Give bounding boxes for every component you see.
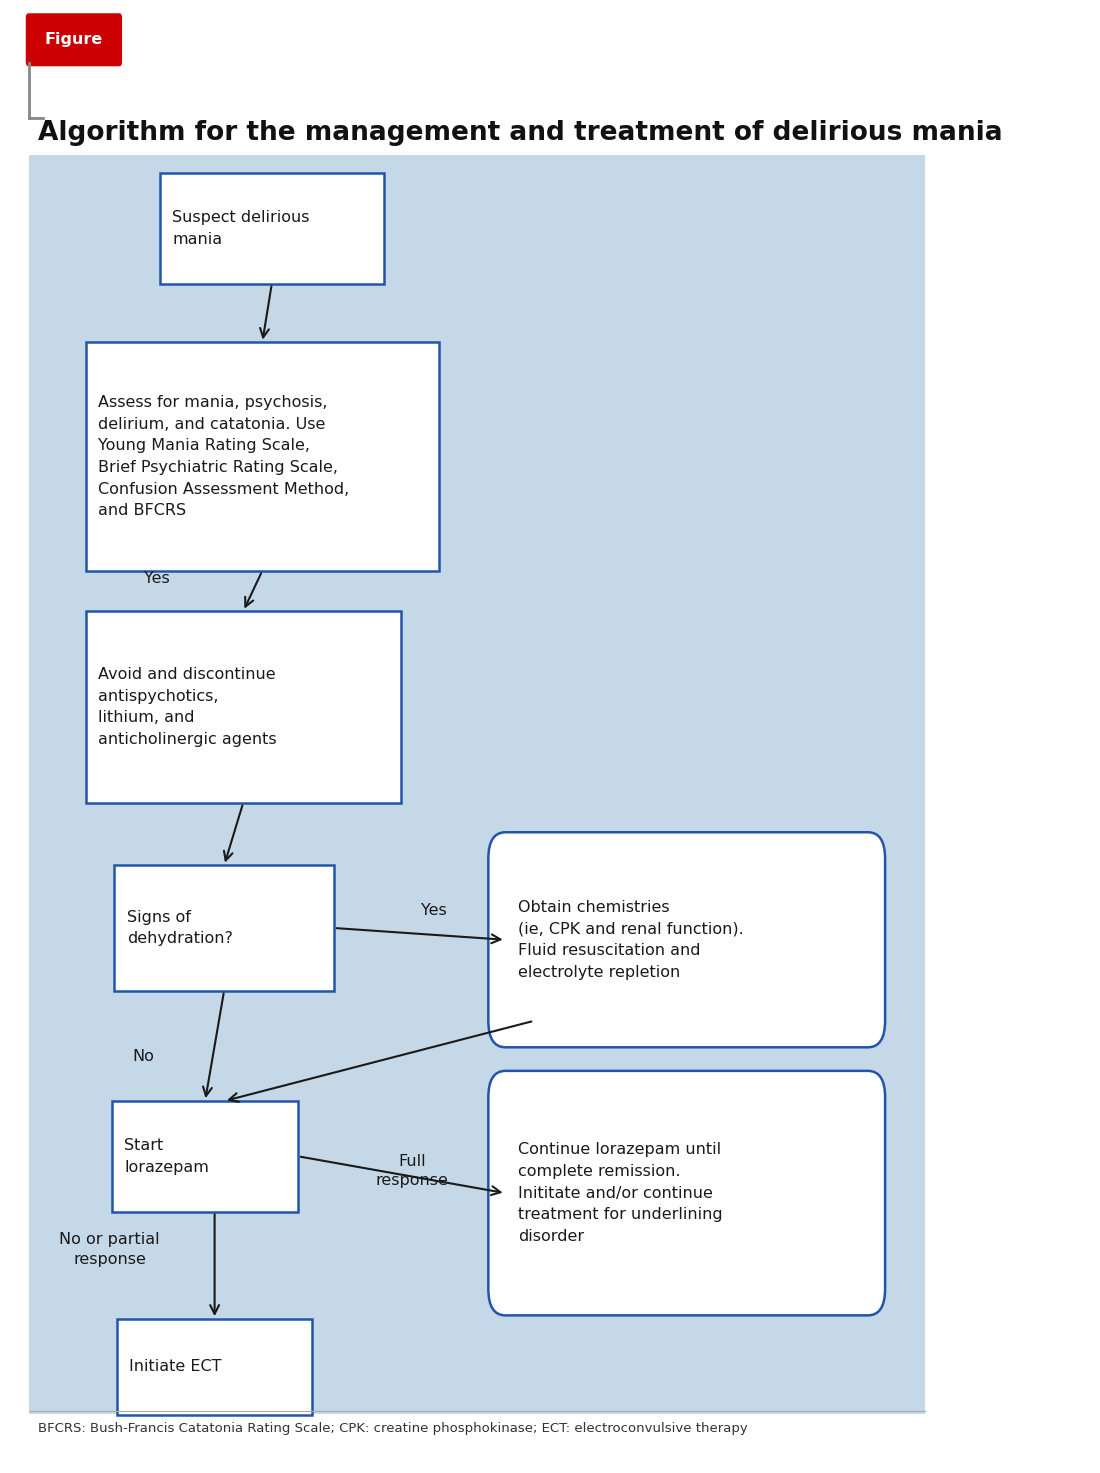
FancyBboxPatch shape — [488, 832, 886, 1047]
Text: Continue lorazepam until
complete remission.
Inititate and/or continue
treatment: Continue lorazepam until complete remiss… — [518, 1143, 723, 1243]
Text: No or partial
response: No or partial response — [59, 1231, 160, 1267]
Text: Signs of
dehydration?: Signs of dehydration? — [126, 910, 233, 946]
FancyBboxPatch shape — [112, 1102, 298, 1211]
Text: BFCRS: Bush-Francis Catatonia Rating Scale; CPK: creatine phosphokinase; ECT: el: BFCRS: Bush-Francis Catatonia Rating Sca… — [39, 1423, 748, 1435]
Text: Avoid and discontinue
antispychotics,
lithium, and
anticholinergic agents: Avoid and discontinue antispychotics, li… — [98, 667, 277, 747]
FancyBboxPatch shape — [160, 174, 384, 283]
Text: No: No — [132, 1049, 154, 1064]
Text: Yes: Yes — [144, 572, 170, 586]
FancyBboxPatch shape — [25, 13, 122, 66]
Text: Yes: Yes — [421, 903, 447, 918]
Text: Assess for mania, psychosis,
delirium, and catatonia. Use
Young Mania Rating Sca: Assess for mania, psychosis, delirium, a… — [98, 395, 350, 518]
Text: Full
response: Full response — [375, 1153, 449, 1189]
FancyBboxPatch shape — [117, 1320, 312, 1414]
Text: Obtain chemistries
(ie, CPK and renal function).
Fluid resuscitation and
electro: Obtain chemistries (ie, CPK and renal fu… — [518, 900, 744, 980]
Text: Algorithm for the management and treatment of delirious mania: Algorithm for the management and treatme… — [39, 119, 1003, 146]
FancyBboxPatch shape — [29, 155, 925, 1414]
FancyBboxPatch shape — [114, 865, 333, 990]
FancyBboxPatch shape — [86, 611, 400, 803]
Text: Figure: Figure — [44, 32, 102, 47]
Text: Start
lorazepam: Start lorazepam — [124, 1139, 209, 1174]
FancyBboxPatch shape — [488, 1071, 886, 1315]
FancyBboxPatch shape — [86, 343, 439, 572]
Text: Initiate ECT: Initiate ECT — [129, 1360, 222, 1374]
Text: Suspect delirious
mania: Suspect delirious mania — [173, 211, 310, 246]
